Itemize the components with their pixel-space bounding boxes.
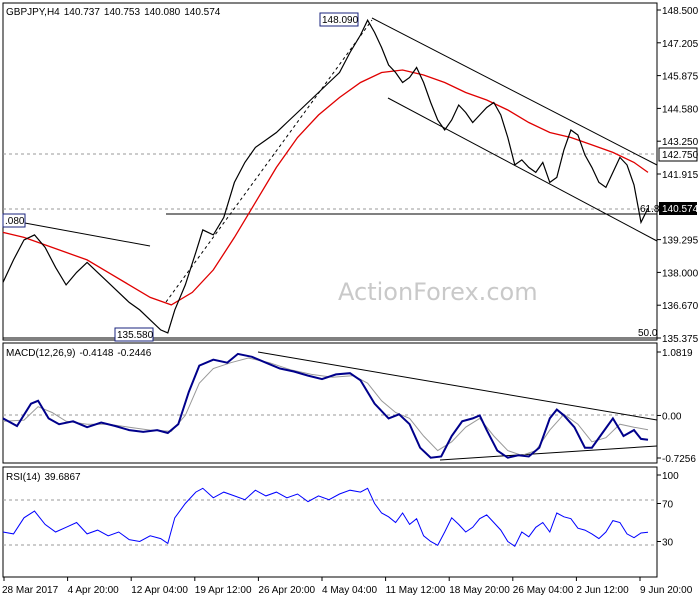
rsi-y-axis: 100 70 30 xyxy=(657,471,679,549)
price-y-axis: 148.500 147.205 145.875 144.580 143.250 141.9… xyxy=(657,6,699,345)
price-y-tick-label: 148.500 xyxy=(662,6,699,17)
rsi-y-tick-label: 30 xyxy=(662,538,674,549)
macd-trend-upper xyxy=(257,351,658,421)
macd-line xyxy=(2,352,649,459)
x-tick-label: 26 May 04:00 xyxy=(513,585,574,596)
last-price-label: 140.574 xyxy=(662,204,699,215)
price-line xyxy=(2,18,649,334)
price-y-tick-label: 135.375 xyxy=(662,334,699,345)
x-tick-label: 4 May 04:00 xyxy=(322,585,377,596)
ohlc-low: 140.080 xyxy=(144,7,181,18)
x-tick-label: 2 Jun 12:00 xyxy=(576,585,629,596)
instrument-label: GBPJPY xyxy=(6,7,46,18)
macd-y-tick-label: 0.00 xyxy=(662,411,682,422)
x-tick-label: 28 Mar 2017 xyxy=(2,585,59,596)
low-label-box xyxy=(114,327,154,342)
rsi-value: 39.6867 xyxy=(44,472,81,483)
fib-618-label: 61.8 xyxy=(640,204,660,215)
macd-y-tick-label: -0.7256 xyxy=(662,454,696,465)
price-y-tick-label: 138.000 xyxy=(662,268,699,279)
x-tick-label: 11 May 12:00 xyxy=(386,585,446,596)
price-y-tick-label: 141.915 xyxy=(662,170,699,181)
macd-y-tick-label: 1.0819 xyxy=(662,348,693,359)
price-header: GBPJPY,H4 140.737 140.753 140.080 140.574 xyxy=(6,7,221,18)
x-tick-label: 18 May 20:00 xyxy=(449,585,510,596)
rsi-y-tick-label: 70 xyxy=(662,500,674,511)
high-label: 148.090 xyxy=(322,15,359,26)
low-label: 135.580 xyxy=(117,330,154,341)
rsi-y-tick-label: 100 xyxy=(662,471,679,482)
ohlc-high: 140.753 xyxy=(104,7,141,18)
price-y-tick-label: 147.205 xyxy=(662,39,699,50)
level-value-label: 142.750 xyxy=(662,150,699,161)
x-tick-label: 19 Apr 12:00 xyxy=(195,585,252,596)
x-tick-label: 4 Apr 20:00 xyxy=(68,585,120,596)
high-label-box xyxy=(319,12,359,27)
trend-channel-upper xyxy=(371,17,658,166)
watermark: ActionForex.com xyxy=(338,278,538,306)
price-panel: GBPJPY,H4 140.737 140.753 140.080 140.574 Ac… xyxy=(2,2,699,345)
macd-signal-value: -0.2446 xyxy=(117,348,151,359)
price-y-tick-label: 144.580 xyxy=(662,104,699,115)
rsi-panel-frame xyxy=(2,466,658,578)
macd-value: -0.4148 xyxy=(79,348,113,359)
rsi-line xyxy=(2,487,649,548)
last-price-box xyxy=(659,202,697,215)
macd-y-axis: 1.0819 0.00 -0.7256 xyxy=(657,348,696,465)
rsi-panel: RSI(14) 39.6867 100 70 30 xyxy=(2,466,679,578)
macd-panel-frame xyxy=(2,342,658,464)
left-level-box xyxy=(2,213,26,228)
macd-panel: MACD(12,26,9) -0.4148 -0.2446 1.0819 0.00 -0… xyxy=(2,342,696,465)
macd-header: MACD(12,26,9) -0.4148 -0.2446 xyxy=(6,348,152,359)
price-y-tick-label: 143.250 xyxy=(662,137,699,148)
moving-average-line xyxy=(2,69,649,306)
trend-channel-lower xyxy=(387,97,658,242)
rsi-header: RSI(14) 39.6867 xyxy=(6,472,81,483)
level-value-box xyxy=(658,147,698,162)
price-panel-frame xyxy=(2,2,658,341)
ohlc-open: 140.737 xyxy=(64,7,101,18)
price-y-tick-label: 145.875 xyxy=(662,72,699,83)
fib-500-label: 50.0 xyxy=(638,328,658,339)
x-tick-label: 12 Apr 04:00 xyxy=(131,585,188,596)
macd-trend-lower xyxy=(439,445,658,461)
x-tick-label: 26 Apr 20:00 xyxy=(258,585,315,596)
ohlc-close: 140.574 xyxy=(184,7,221,18)
x-axis: 28 Mar 2017 4 Apr 20:00 12 Apr 04:00 19 Apr… xyxy=(2,577,693,596)
x-tick-label: 9 Jun 20:00 xyxy=(640,585,693,596)
macd-signal-line xyxy=(2,357,649,456)
macd-label: MACD(12,26,9) xyxy=(6,348,75,359)
timeframe-label: H4 xyxy=(47,7,60,18)
trend-line-rally xyxy=(165,19,373,303)
trend-line-early-down xyxy=(2,218,151,247)
left-level-label: .080 xyxy=(5,216,25,227)
price-y-tick-label: 139.295 xyxy=(662,236,699,247)
price-y-tick-label: 136.670 xyxy=(662,301,699,312)
rsi-label: RSI(14) xyxy=(6,472,40,483)
